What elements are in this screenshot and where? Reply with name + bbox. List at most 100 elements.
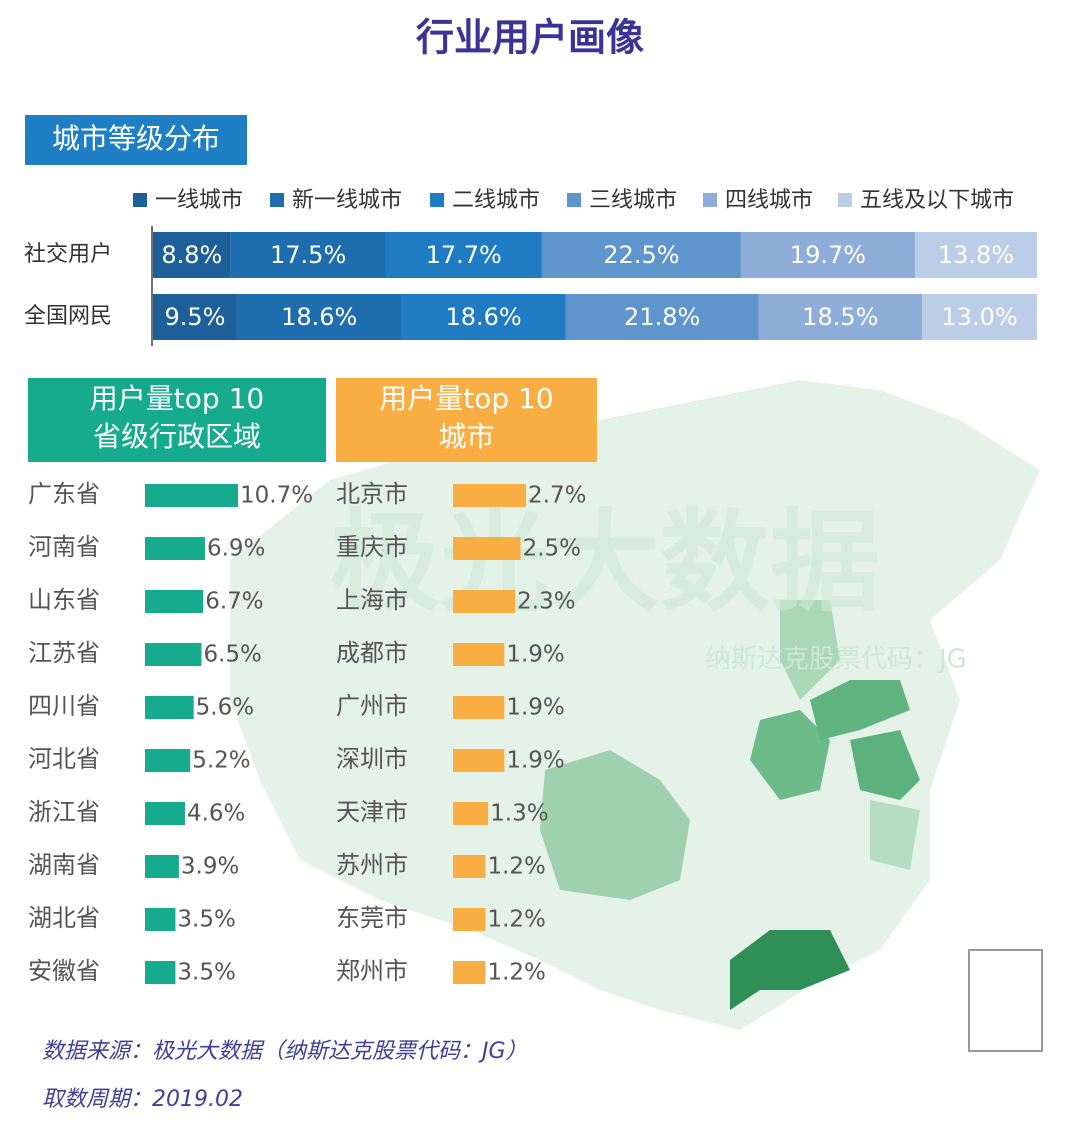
y-tick-label: 湖南省 [28,851,100,879]
map-province [540,750,690,900]
y-tick-label: 四川省 [28,692,100,720]
legend-label: 新一线城市 [292,188,402,213]
chart-title: 用户量top 10 [379,382,553,415]
bar [453,802,489,825]
data-label: 18.6% [445,303,521,331]
y-tick-label: 东莞市 [336,904,408,932]
data-label: 19.7% [790,241,866,269]
data-label: 1.2% [487,854,545,880]
legend-swatch [133,193,147,207]
map-province [730,930,850,1010]
chart-title: 省级行政区域 [93,420,261,453]
bar [145,590,204,613]
data-label: 4.6% [187,801,245,827]
bar-segment [565,294,759,340]
bar [453,696,505,719]
data-label: 2.7% [528,483,586,509]
legend-swatch [838,193,852,207]
bar-segment [758,294,923,340]
section-header [28,378,326,462]
legend-swatch [270,193,284,207]
y-tick-label: 湖北省 [28,904,100,932]
watermark: 极光大数据 [330,498,880,626]
bar-segment [541,232,741,278]
legend-label: 三线城市 [589,188,677,213]
section-header [336,378,597,462]
legend-swatch [430,193,444,207]
data-label: 13.8% [938,241,1014,269]
data-label: 1.2% [487,960,545,986]
legend-label: 一线城市 [155,188,243,213]
legend-label: 四线城市 [725,188,813,213]
y-tick-label: 江苏省 [28,639,100,667]
data-label: 2.3% [517,589,575,615]
bar [453,537,521,560]
y-tick-label: 郑州市 [336,957,408,985]
data-label: 10.7% [240,483,313,509]
bar [453,749,505,772]
y-tick-label: 北京市 [336,480,408,508]
y-tick-label: 上海市 [336,586,408,614]
legend-label: 五线及以下城市 [860,188,1014,213]
legend-label: 二线城市 [452,188,540,213]
bar [145,855,179,878]
bar [145,484,238,507]
bar [145,961,176,984]
page-title: 行业用户画像 [416,16,644,60]
bar-segment [915,232,1037,278]
section-header [25,115,247,165]
y-tick-label: 天津市 [336,798,408,826]
data-label: 2.5% [523,536,581,562]
map-province [810,680,910,740]
y-tick-label: 山东省 [28,586,100,614]
data-label: 22.5% [603,241,679,269]
data-label: 18.6% [281,303,357,331]
map-province [870,800,920,870]
bar-segment [153,294,237,340]
data-label: 17.5% [270,241,346,269]
map-province [750,710,830,800]
map-province [850,730,920,800]
map-decoration [230,380,1043,1052]
data-label: 6.5% [203,642,261,668]
data-label: 5.2% [192,748,250,774]
bar [145,908,176,931]
bar-segment [922,294,1037,340]
data-label: 5.6% [196,695,254,721]
map-inset [968,949,1043,1052]
data-label: 6.7% [205,589,263,615]
y-tick-label: 广州市 [336,692,408,720]
bar-segment [230,232,386,278]
y-tick-label: 成都市 [336,639,408,667]
bar [145,749,191,772]
watermark-code: 纳斯达克股票代码：JG [705,645,967,675]
bar [453,484,526,507]
bar-segment [236,294,402,340]
period-note: 取数周期：2019.02 [42,1087,243,1112]
data-label: 3.9% [181,854,239,880]
y-tick-label: 河南省 [28,533,100,561]
y-tick-label: 苏州市 [336,851,408,879]
data-label: 1.9% [506,748,564,774]
data-label: 6.9% [207,536,265,562]
bar [453,643,505,666]
bar [145,696,194,719]
bar [145,802,185,825]
source-note: 数据来源：极光大数据（纳斯达克股票代码：JG） [42,1039,528,1064]
chart-title: 城市 [438,420,494,453]
bar [453,855,486,878]
data-label: 3.5% [177,907,235,933]
data-label: 17.7% [426,241,502,269]
bar [453,961,486,984]
map-province [780,600,840,700]
bar-segment [153,232,231,278]
legend-swatch [703,193,717,207]
bar-segment [401,294,566,340]
chart-title: 城市等级分布 [52,122,220,155]
bar [145,643,202,666]
bar-segment [740,232,916,278]
y-tick-label: 深圳市 [336,745,408,773]
y-tick-label: 河北省 [28,745,100,773]
